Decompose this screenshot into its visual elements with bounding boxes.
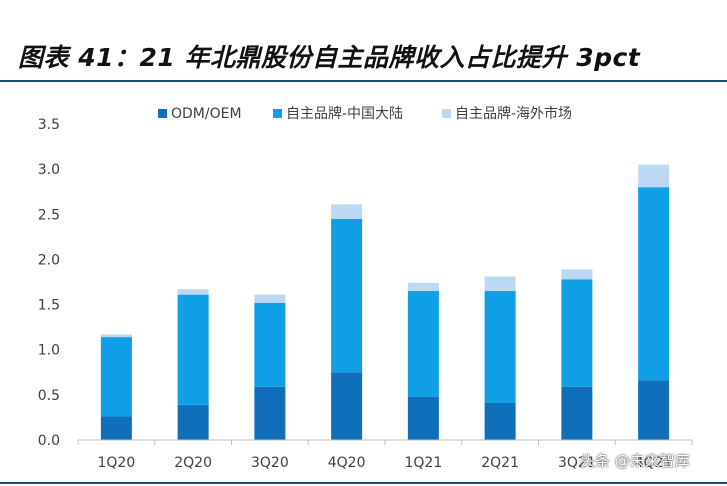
bar-segment [331,372,363,440]
bar-segment [254,386,286,440]
legend-label: ODM/OEM [171,106,242,122]
bottom-divider [0,482,727,484]
bar-segment [561,279,593,387]
bar-segment [100,334,132,338]
legend-label: 自主品牌-海外市场 [455,105,572,122]
y-tick-label: 1.5 [38,298,60,314]
legend-swatch [273,109,282,118]
x-tick-label: 2Q21 [481,455,519,471]
legend: ODM/OEM 自主品牌-中国大陆 自主品牌-海外市场 [158,105,572,122]
bar-segment [638,164,670,188]
bar-segment [100,416,132,440]
x-tick-label: 3Q21 [558,455,596,471]
bar-segment [484,291,516,403]
watermark: 头条 @未来智库 [580,452,690,470]
x-tick-label: 2Q20 [174,455,212,471]
bar-segment [407,396,439,440]
bar-segment [638,380,670,440]
chart-title: 图表 41：21 年北鼎股份自主品牌收入占比提升 3pct [18,43,641,72]
x-tick-label: 1Q21 [405,455,443,471]
y-tick-label: 3.0 [38,162,60,178]
y-tick-label: 1.0 [38,343,60,359]
y-tick-label: 2.5 [38,207,60,223]
bar-segment [331,204,363,219]
bar-segment [407,291,439,397]
bar-segment [638,187,670,381]
bar-segment [177,404,209,440]
bar-segment [407,282,439,292]
bar-segment [177,294,209,405]
bar-segment [561,269,593,280]
y-tick-label: 0.5 [38,388,60,404]
y-tick-label: 3.5 [38,117,60,133]
legend-label: 自主品牌-中国大陆 [286,105,403,122]
x-axis: 1Q20 2Q20 3Q20 4Q20 1Q21 2Q21 3Q21 4Q21 [77,440,693,471]
x-tick-label: 4Q21 [635,455,673,471]
legend-swatch [158,109,167,118]
bars [100,164,670,440]
bar-segment [100,337,132,417]
bar-segment [484,276,516,292]
bar-segment [254,302,286,387]
x-tick-label: 4Q20 [328,455,366,471]
y-tick-label: 0.0 [38,433,60,449]
x-tick-label: 3Q20 [251,455,289,471]
x-tick-label: 1Q20 [98,455,136,471]
bar-segment [331,218,363,373]
bar-segment [254,294,286,303]
bar-segment [177,289,209,295]
bar-segment [561,386,593,440]
y-axis: 0.0 0.5 1.0 1.5 2.0 2.5 3.0 3.5 [38,117,60,449]
bar-segment [484,402,516,440]
title-divider [0,80,727,82]
y-tick-label: 2.0 [38,252,60,268]
legend-swatch [442,109,451,118]
